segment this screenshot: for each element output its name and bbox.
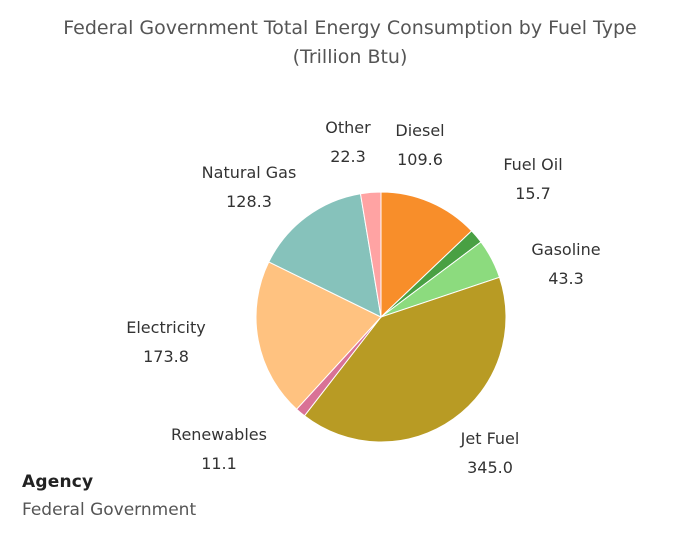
slice-value-renewables: 11.1 (201, 454, 237, 473)
slice-value-natural-gas: 128.3 (226, 192, 272, 211)
agency-filter-title: Agency (22, 472, 94, 492)
agency-filter-value[interactable]: Federal Government (22, 500, 197, 520)
slice-value-diesel: 109.6 (397, 150, 443, 169)
slice-label-diesel: Diesel (395, 121, 444, 140)
agency-filter[interactable]: Agency Federal Government (22, 472, 196, 520)
slice-label-renewables: Renewables (171, 425, 267, 444)
chart-title-line2: (Trillion Btu) (292, 46, 408, 68)
pie-slice-diesel[interactable] (380, 191, 473, 319)
chart-title: Federal Government Total Energy Consumpt… (0, 14, 700, 72)
pie-slice-jet-fuel[interactable] (303, 276, 507, 443)
slice-label-electricity: Electricity (126, 318, 205, 337)
slice-value-fuel-oil: 15.7 (515, 184, 551, 203)
slice-value-other: 22.3 (330, 147, 366, 166)
slice-label-fuel-oil: Fuel Oil (503, 155, 562, 174)
pie-slice-other[interactable] (359, 191, 382, 318)
slice-label-jet-fuel: Jet Fuel (460, 429, 520, 448)
slice-label-other: Other (325, 118, 371, 137)
slice-label-gasoline: Gasoline (531, 240, 600, 259)
pie-slice-electricity[interactable] (255, 261, 382, 410)
chart-title-line1: Federal Government Total Energy Consumpt… (63, 17, 637, 39)
slice-value-jet-fuel: 345.0 (467, 458, 513, 477)
slice-value-electricity: 173.8 (143, 347, 189, 366)
slice-label-natural-gas: Natural Gas (202, 163, 297, 182)
pie-slice-natural-gas[interactable] (268, 193, 382, 318)
slice-value-gasoline: 43.3 (548, 269, 584, 288)
